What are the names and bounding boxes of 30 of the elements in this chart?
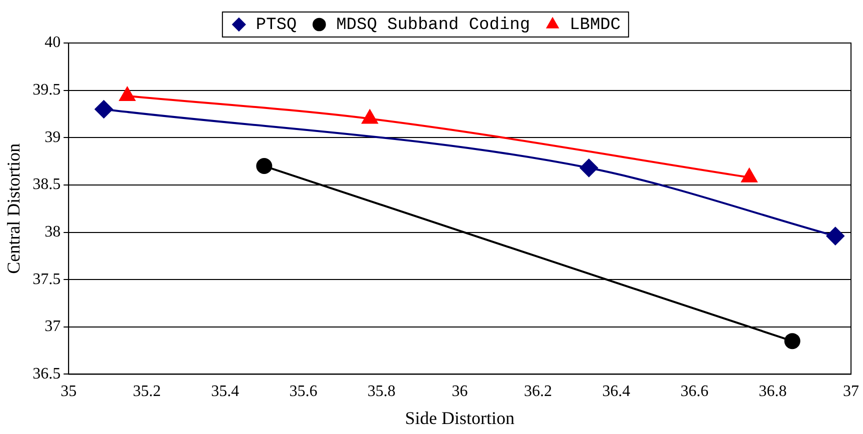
x-tick-label: 35.4: [211, 383, 240, 400]
y-tick-label: 39: [44, 128, 61, 146]
x-tick-label: 35.6: [289, 383, 318, 400]
x-tick-label: 35.2: [132, 383, 161, 400]
y-tick-label: 36.5: [32, 365, 61, 382]
point: [362, 110, 378, 124]
legend-label: LBMDC: [570, 16, 621, 35]
legend-label: PTSQ: [256, 16, 297, 35]
y-tick-label: 38.5: [32, 176, 61, 194]
point: [256, 158, 272, 174]
x-tick-label: 36.2: [524, 383, 552, 400]
point: [826, 227, 844, 246]
y-tick-label: 37.5: [32, 270, 61, 288]
y-axis-title: Central Distortion: [4, 143, 24, 274]
y-tick-label: 39.5: [32, 82, 61, 99]
y-tick-label: 38: [44, 223, 61, 240]
y-tick-label: 40: [44, 34, 61, 52]
y-tick-label: 37: [44, 318, 61, 336]
x-tick-label: 36.4: [602, 383, 630, 400]
point: [784, 333, 800, 350]
x-axis-title: Side Distortion: [405, 408, 515, 428]
x-tick-label: 36.6: [680, 383, 709, 400]
x-tick-label: 37: [843, 383, 859, 400]
legend-label: MDSQ Subband Coding: [336, 16, 530, 35]
x-tick-label: 36.8: [758, 383, 787, 400]
x-tick-label: 36: [452, 383, 468, 400]
point: [580, 158, 598, 177]
x-tick-label: 35: [60, 383, 77, 400]
x-tick-label: 35.8: [368, 383, 396, 400]
point: [94, 100, 113, 118]
